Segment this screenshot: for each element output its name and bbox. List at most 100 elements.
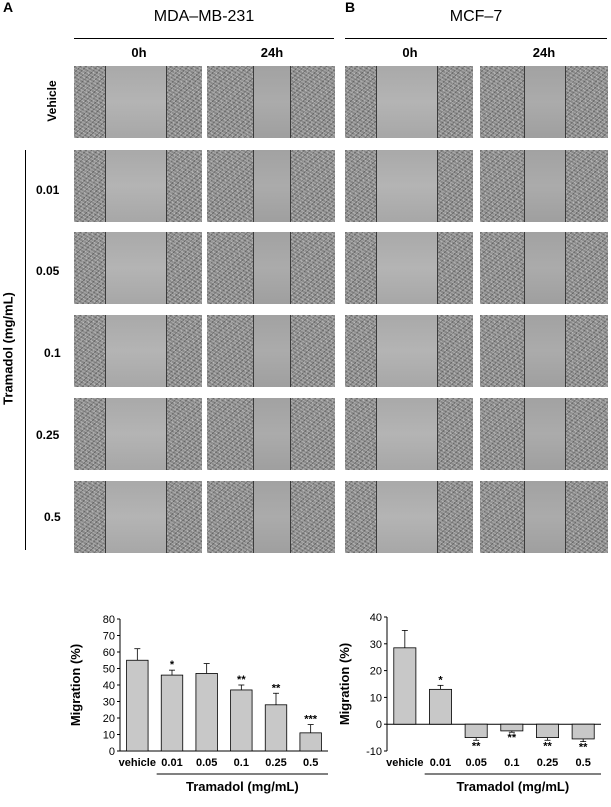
category-label: 0.1 — [504, 757, 519, 769]
panel-b-0h-label: 0h — [402, 45, 418, 60]
significance-mark: ** — [508, 732, 517, 744]
micrograph-r2-c0 — [74, 232, 202, 304]
micrograph-r0-c3 — [480, 66, 608, 138]
micrograph-r3-c2 — [345, 315, 473, 387]
bar-0.1 — [230, 689, 253, 752]
chart-a: 0 10 20 30 40 50 60 70 80 Migration (%) vehicle * 0.… — [68, 614, 328, 794]
micrograph-r0-c1 — [207, 66, 335, 138]
y-tick-label: 0 — [109, 746, 115, 758]
micrograph-r2-c2 — [345, 232, 473, 304]
significance-mark: ** — [237, 674, 246, 686]
y-tick-label: 0 — [376, 719, 382, 731]
bar-0.1 — [500, 723, 524, 732]
dose-bracket-line — [25, 150, 26, 550]
bar-0.5 — [571, 723, 595, 740]
row-label-dose-4: 0.25 — [36, 428, 60, 442]
category-label: vehicle — [119, 757, 156, 769]
micrograph-r5-c0 — [74, 481, 202, 553]
scratch-gap — [253, 398, 291, 470]
micrograph-r3-c1 — [207, 315, 335, 387]
row-label-dose-5: 0.5 — [44, 510, 61, 524]
scratch-gap — [376, 398, 438, 470]
scratch-gap — [376, 481, 438, 553]
scratch-gap — [524, 315, 566, 387]
y-tick-label: 80 — [103, 614, 115, 626]
category-label: 0.25 — [265, 757, 286, 769]
scratch-gap — [105, 398, 167, 470]
scratch-gap — [524, 66, 566, 138]
y-tick-label: 60 — [103, 647, 115, 659]
category-label: 0.01 — [161, 757, 182, 769]
micrograph-r4-c3 — [480, 398, 608, 470]
y-tick-label: 20 — [370, 666, 382, 678]
scratch-gap — [105, 481, 167, 553]
micrograph-r1-c3 — [480, 150, 608, 222]
category-label: 0.01 — [430, 757, 451, 769]
y-axis-label: Migration (%) — [337, 643, 352, 725]
micrograph-r0-c0 — [74, 66, 202, 138]
category-label: vehicle — [386, 757, 423, 769]
scratch-gap — [524, 232, 566, 304]
micrograph-r1-c1 — [207, 150, 335, 222]
scratch-gap — [253, 150, 291, 222]
panel-letter-b: B — [345, 0, 356, 15]
scratch-gap — [253, 315, 291, 387]
bar-0.05 — [195, 673, 218, 752]
scratch-gap — [253, 66, 291, 138]
scratch-gap — [524, 398, 566, 470]
micrograph-r4-c0 — [74, 398, 202, 470]
y-axis-label: Migration (%) — [68, 644, 83, 726]
bar-0.01 — [429, 688, 452, 725]
category-label: 0.25 — [537, 757, 558, 769]
y-tick-label: 70 — [103, 631, 115, 643]
dose-axis-label: Tramadol (mg/mL) — [0, 292, 16, 405]
bar-0.01 — [160, 674, 184, 752]
bar-0.25 — [264, 704, 288, 752]
panel-a-title-rule — [74, 38, 334, 39]
category-label: 0.05 — [196, 757, 217, 769]
category-label: 0.05 — [465, 757, 486, 769]
bar-0.25 — [536, 723, 559, 738]
category-label: 0.5 — [303, 757, 318, 769]
scratch-gap — [376, 66, 438, 138]
y-tick-label: 30 — [103, 697, 115, 709]
scratch-gap — [253, 481, 291, 553]
y-tick-label: 10 — [103, 730, 115, 742]
panel-b-title: MCF–7 — [449, 8, 503, 25]
micrograph-r3-c0 — [74, 315, 202, 387]
significance-mark: * — [170, 659, 175, 671]
scratch-gap — [253, 232, 291, 304]
row-label-dose-1: 0.01 — [36, 183, 60, 197]
significance-mark: ** — [472, 740, 481, 752]
micrograph-r5-c1 — [207, 481, 335, 553]
y-tick-label: 20 — [103, 713, 115, 725]
panel-a-24h-label: 24h — [260, 45, 284, 60]
significance-mark: ** — [272, 682, 281, 694]
scratch-gap — [105, 315, 167, 387]
micrograph-r1-c2 — [345, 150, 473, 222]
x-axis-label: Tramadol (mg/mL) — [456, 779, 569, 794]
y-tick-label: 50 — [103, 664, 115, 676]
y-tick-label: 40 — [103, 680, 115, 692]
micrograph-r2-c3 — [480, 232, 608, 304]
significance-mark: ** — [579, 742, 588, 754]
category-label: 0.1 — [234, 757, 249, 769]
panel-b-24h-label: 24h — [532, 45, 556, 60]
significance-mark: * — [438, 674, 443, 686]
y-tick-label: -10 — [366, 746, 382, 758]
scratch-gap — [524, 150, 566, 222]
micrograph-r0-c2 — [345, 66, 473, 138]
bar-vehicle — [126, 659, 149, 752]
chart-b: -10 0 10 20 30 40 Migration (%) vehicle * 0.01 ** 0… — [337, 612, 601, 794]
y-tick-label: 40 — [370, 612, 382, 624]
significance-mark: ** — [543, 740, 552, 752]
bar-0.5 — [299, 732, 322, 752]
scratch-gap — [376, 150, 438, 222]
panel-b-title-rule — [345, 38, 607, 39]
bar-vehicle — [393, 647, 417, 725]
scratch-gap — [105, 150, 167, 222]
micrograph-r4-c1 — [207, 398, 335, 470]
significance-mark: *** — [304, 714, 318, 726]
micrograph-r5-c3 — [480, 481, 608, 553]
scratch-gap — [376, 315, 438, 387]
